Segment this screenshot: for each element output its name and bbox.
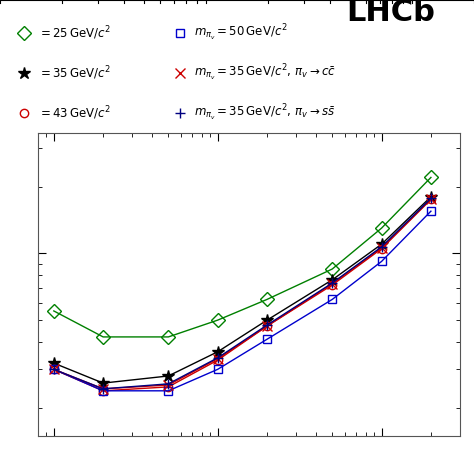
Text: $m_{\pi_v} = 35\,\mathrm{GeV}/c^2,\,\pi_v \to s\bar{s}$: $m_{\pi_v} = 35\,\mathrm{GeV}/c^2,\,\pi_…: [194, 103, 336, 123]
Text: LHCb: LHCb: [346, 0, 435, 27]
Text: $m_{\pi_v} = 50\,\mathrm{GeV}/c^2$: $m_{\pi_v} = 50\,\mathrm{GeV}/c^2$: [194, 23, 288, 43]
Text: $= 43\,\mathrm{GeV}/c^2$: $= 43\,\mathrm{GeV}/c^2$: [38, 104, 111, 122]
Text: $= 35\,\mathrm{GeV}/c^2$: $= 35\,\mathrm{GeV}/c^2$: [38, 64, 111, 82]
Text: $m_{\pi_v} = 35\,\mathrm{GeV}/c^2,\,\pi_v \to c\bar{c}$: $m_{\pi_v} = 35\,\mathrm{GeV}/c^2,\,\pi_…: [194, 63, 337, 83]
Text: $= 25\,\mathrm{GeV}/c^2$: $= 25\,\mathrm{GeV}/c^2$: [38, 24, 111, 42]
